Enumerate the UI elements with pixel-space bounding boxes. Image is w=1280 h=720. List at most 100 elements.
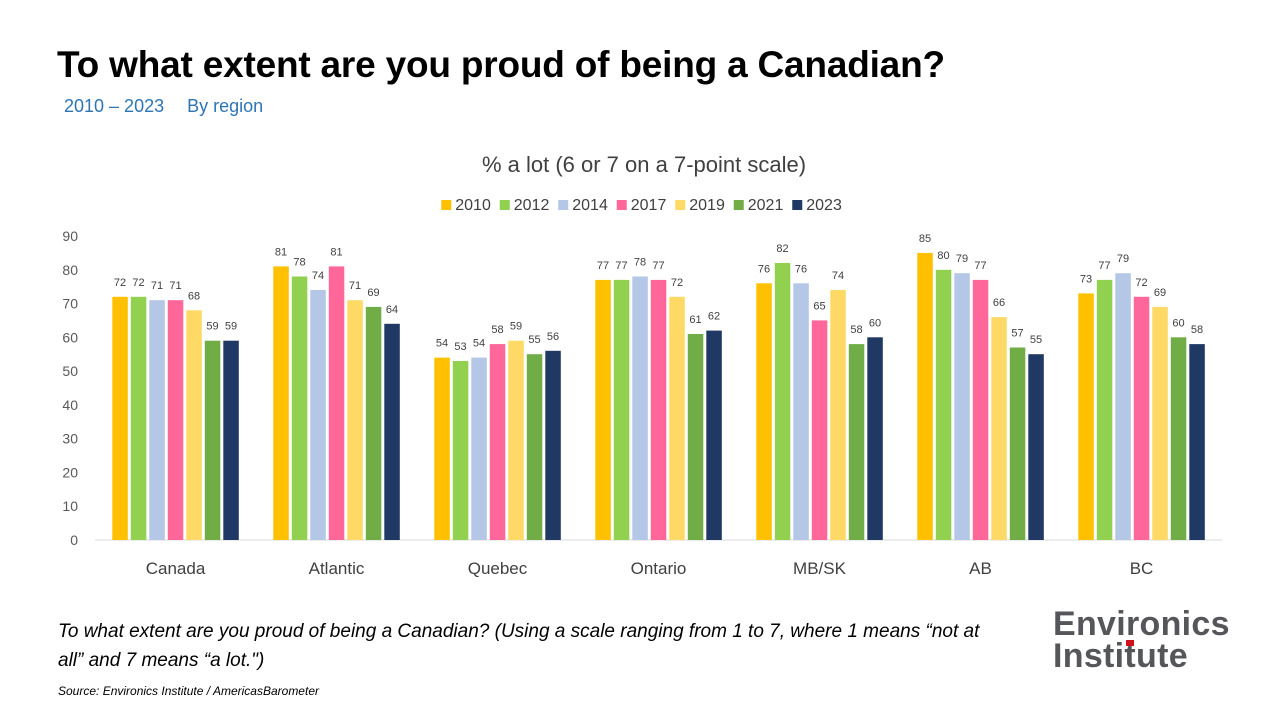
bars [112,252,1205,540]
bar-Quebec-2019 [508,340,524,540]
data-label: 72 [1135,277,1147,289]
bar-Quebec-2014 [471,357,487,540]
y-tick-label: 40 [62,397,78,413]
bar-Ontario-2010 [595,279,611,540]
y-tick-label: 80 [62,262,78,278]
data-label: 78 [634,257,646,269]
bar-Ontario-2017 [650,279,667,540]
bar-Ontario-2014 [632,276,648,540]
legend-label: 2014 [572,197,608,214]
data-labels: 72 72 71 71 68 59 59 81 78 74 81 71 69 64 54 53 54 58 59 55… [114,233,1203,353]
data-label: 76 [758,263,770,275]
data-label: 77 [615,260,627,272]
logo-line-1: Environics [1053,605,1230,643]
legend-swatch [675,200,686,210]
bar-AB-2010 [917,252,933,540]
y-tick-label: 10 [62,498,78,514]
bar-Atlantic-2014 [310,290,326,540]
data-label: 59 [225,321,237,333]
data-label: 54 [436,338,448,350]
bar-AB-2017 [972,279,989,540]
data-label: 77 [652,260,664,272]
data-label: 72 [114,277,126,289]
data-label: 60 [1172,317,1184,329]
legend-item-2023: 2023 [792,197,842,214]
data-label: 68 [188,290,200,302]
logo-line-2: Institute [1053,637,1188,675]
y-tick-label: 70 [62,296,78,312]
bar-BC-2012 [1096,279,1113,540]
bar-Quebec-2017 [489,344,506,540]
x-tick-label-mbsk: MB/SK [793,559,847,578]
legend-item-2014: 2014 [558,197,608,214]
data-label: 55 [1030,334,1042,346]
bar-MB/SK-2021 [848,344,865,540]
page-title: To what extent are you proud of being a … [57,44,945,85]
bar-Atlantic-2019 [347,300,363,540]
data-label: 81 [275,246,287,258]
bar-MB/SK-2017 [811,320,828,540]
subtitle: 2010 – 2023 By region [64,96,281,117]
legend-swatch [792,200,803,210]
bar-Atlantic-2012 [291,276,308,540]
environics-institute-logo: Environics Institute [1053,605,1230,675]
bar-Atlantic-2017 [328,266,345,540]
data-label: 57 [1011,328,1023,340]
data-label: 73 [1080,273,1092,285]
legend-label: 2010 [455,197,491,214]
x-tick-label-quebec: Quebec [468,559,528,578]
data-label: 78 [293,257,305,269]
legend-swatch [616,200,627,210]
data-label: 85 [919,233,931,245]
bar-BC-2023 [1189,344,1205,540]
data-label: 72 [132,277,144,289]
data-label: 82 [776,243,788,255]
legend-swatch [499,200,510,210]
bar-Quebec-2023 [545,350,561,540]
bar-AB-2014 [954,273,970,540]
bar-AB-2023 [1028,354,1044,540]
data-label: 81 [330,246,342,258]
bar-Ontario-2023 [706,330,722,540]
legend-swatch [441,200,452,210]
bar-Atlantic-2021 [365,306,382,540]
legend-label: 2023 [806,197,842,214]
legend-label: 2012 [514,197,550,214]
data-label: 72 [671,277,683,289]
data-label: 54 [473,338,485,350]
y-tick-label: 0 [70,532,78,548]
data-label: 77 [597,260,609,272]
x-tick-label-bc: BC [1130,559,1154,578]
data-label: 79 [956,253,968,265]
data-label: 77 [974,260,986,272]
data-label: 65 [813,300,825,312]
bar-BC-2014 [1115,273,1131,540]
data-label: 59 [206,321,218,333]
data-label: 74 [312,270,324,282]
x-tick-label-ontario: Ontario [631,559,687,578]
subtitle-years: 2010 – 2023 [64,96,165,116]
bar-Atlantic-2023 [384,323,400,540]
subtitle-scope: By region [187,96,264,116]
data-label: 58 [850,324,862,336]
bar-Quebec-2012 [452,361,469,540]
bar-MB/SK-2012 [774,263,791,540]
data-label: 55 [528,334,540,346]
data-label: 64 [386,304,398,316]
source-note: Source: Environics Institute / AmericasB… [58,684,319,698]
legend-item-2019: 2019 [675,197,725,214]
data-label: 66 [993,297,1005,309]
data-label: 69 [1154,287,1166,299]
bar-Quebec-2021 [526,354,543,540]
bar-Canada-2012 [130,296,147,540]
data-label: 62 [708,311,720,323]
legend-item-2012: 2012 [499,197,550,214]
y-tick-label: 30 [62,431,78,447]
legend-swatch [733,200,744,210]
bar-AB-2021 [1009,347,1026,540]
x-tick-label-ab: AB [969,559,992,578]
bar-AB-2012 [935,269,952,540]
x-axis: Canada Atlantic Quebec Ontario MB/SK AB BC [95,539,1222,578]
data-label: 60 [869,317,881,329]
bar-chart: % a lot (6 or 7 on a 7-point scale) 2010… [62,152,1222,578]
